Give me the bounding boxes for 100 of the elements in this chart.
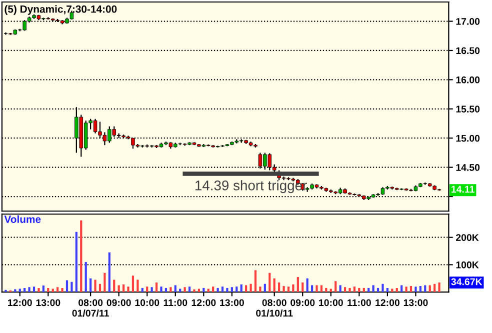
bar	[70, 282, 73, 292]
bar	[264, 284, 266, 292]
x-tick-label: 12:00	[8, 299, 32, 306]
bar	[382, 284, 384, 292]
bar	[282, 286, 285, 292]
bar	[250, 284, 252, 292]
bar	[226, 288, 228, 292]
bar	[84, 262, 87, 292]
y-tick-label: 14.50	[456, 164, 480, 171]
bar	[80, 220, 82, 292]
bar	[108, 252, 110, 292]
text: 34.67K	[451, 278, 482, 286]
bar	[75, 232, 78, 292]
bar	[170, 287, 172, 292]
bar	[32, 286, 36, 292]
bar	[164, 288, 168, 292]
x-tick-label: 09:00	[290, 299, 315, 306]
bar	[414, 286, 417, 292]
x-tick-label: 10:00	[319, 299, 343, 306]
bar	[362, 288, 365, 292]
x-tick-label: 13:00	[36, 299, 60, 306]
bar	[136, 280, 139, 292]
x-tick-label: 10:00	[135, 299, 160, 306]
bar	[334, 281, 337, 292]
bar	[278, 282, 280, 292]
bar	[358, 288, 360, 292]
bar	[396, 288, 398, 292]
bar	[339, 285, 342, 292]
bar	[320, 285, 323, 292]
bar	[368, 288, 370, 292]
bar	[344, 287, 346, 292]
bar	[245, 285, 248, 292]
bar	[202, 288, 205, 292]
x-tick-label: 12:00	[376, 299, 400, 306]
bar	[230, 287, 233, 292]
bar	[216, 288, 219, 292]
y-tick-label: 200K	[456, 234, 479, 241]
bar	[122, 284, 125, 292]
bar	[428, 285, 431, 292]
bar	[188, 286, 191, 292]
x-tick-label: 09:00	[106, 299, 131, 306]
bar	[254, 270, 257, 292]
bar	[400, 285, 403, 292]
bar	[419, 286, 422, 292]
bar	[94, 280, 96, 292]
bar	[221, 286, 224, 292]
bar	[127, 286, 130, 292]
x-tick-label: 11:00	[348, 299, 371, 306]
bar	[193, 289, 196, 292]
bar	[90, 278, 92, 292]
bar	[348, 288, 351, 292]
bar	[28, 287, 30, 292]
bar	[184, 287, 186, 292]
bar	[259, 286, 262, 292]
bar	[434, 284, 436, 292]
bar	[132, 276, 134, 292]
bar	[236, 286, 238, 292]
bar	[268, 272, 271, 292]
bar	[316, 285, 318, 292]
bar	[296, 277, 299, 292]
bar	[160, 286, 162, 292]
bar	[325, 288, 328, 292]
bar	[386, 288, 389, 292]
bar	[405, 286, 408, 292]
y-tick-label: 16.00	[456, 76, 480, 84]
bar	[353, 286, 356, 292]
x-tick-label: 13:00	[404, 299, 428, 306]
bar	[4, 290, 7, 292]
bar	[150, 287, 153, 292]
x-tick-label: 13:00	[220, 299, 244, 306]
bar	[155, 282, 158, 292]
bar	[104, 272, 106, 292]
bar	[118, 285, 120, 292]
bar	[287, 286, 290, 292]
bar	[61, 288, 64, 292]
x-tick-label: 11:00	[164, 299, 188, 306]
bar	[66, 280, 68, 292]
bar	[56, 287, 59, 292]
bar	[273, 278, 276, 292]
bar	[42, 285, 44, 292]
y-tick-label: 15.50	[456, 106, 480, 113]
annotation: 14.11	[452, 186, 474, 193]
chart-title: Volume	[4, 215, 41, 223]
bar	[240, 284, 242, 292]
bar	[292, 284, 294, 292]
bar	[376, 288, 380, 292]
bar	[310, 285, 314, 292]
y-tick-label: 16.50	[456, 47, 480, 54]
x-tick-label: 12:00	[192, 299, 216, 306]
y-tick-label: 100K	[456, 261, 479, 268]
bar	[438, 282, 440, 292]
bar	[174, 285, 176, 292]
bar	[212, 286, 214, 292]
y-tick-label: 15.00	[456, 134, 480, 142]
bar	[47, 288, 50, 292]
bar	[24, 288, 26, 292]
bar	[410, 286, 412, 292]
bar	[113, 280, 116, 292]
bar	[306, 278, 308, 292]
bar	[98, 284, 102, 292]
